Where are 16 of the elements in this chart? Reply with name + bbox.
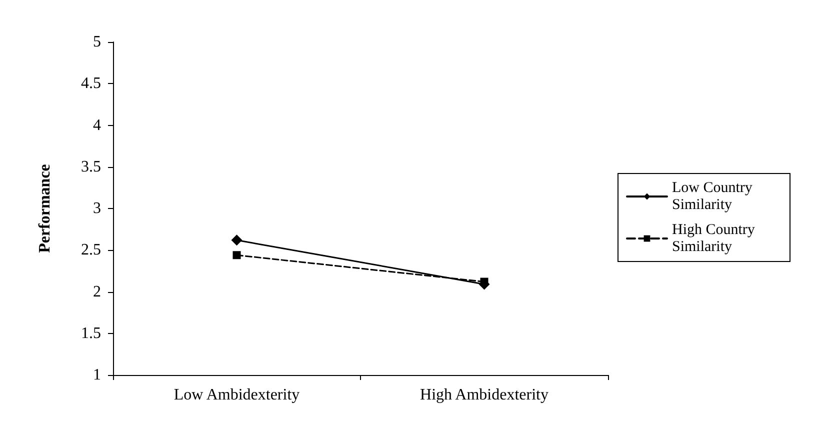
y-tick-label: 1.5: [81, 324, 101, 342]
point: [232, 251, 241, 260]
x-tick-label: Low Ambidexterity: [174, 386, 300, 404]
y-tick-label: 2: [93, 283, 101, 300]
point: [231, 234, 242, 246]
y-tick-label: 3: [93, 200, 101, 217]
y-tick-label: 4.5: [81, 75, 101, 92]
legend-label: High Country Similarity: [672, 222, 759, 255]
x-tick-label: High Ambidexterity: [420, 386, 548, 404]
y-tick-label: 1: [93, 366, 101, 384]
y-tick-label: 2.5: [81, 242, 101, 259]
y-tick-label: 5: [93, 34, 101, 50]
y-axis-title: Performance: [36, 164, 54, 253]
legend-label: Low Country Similarity: [672, 180, 756, 213]
y-tick-label: 3.5: [81, 158, 101, 176]
y-tick-label: 4: [93, 116, 101, 134]
